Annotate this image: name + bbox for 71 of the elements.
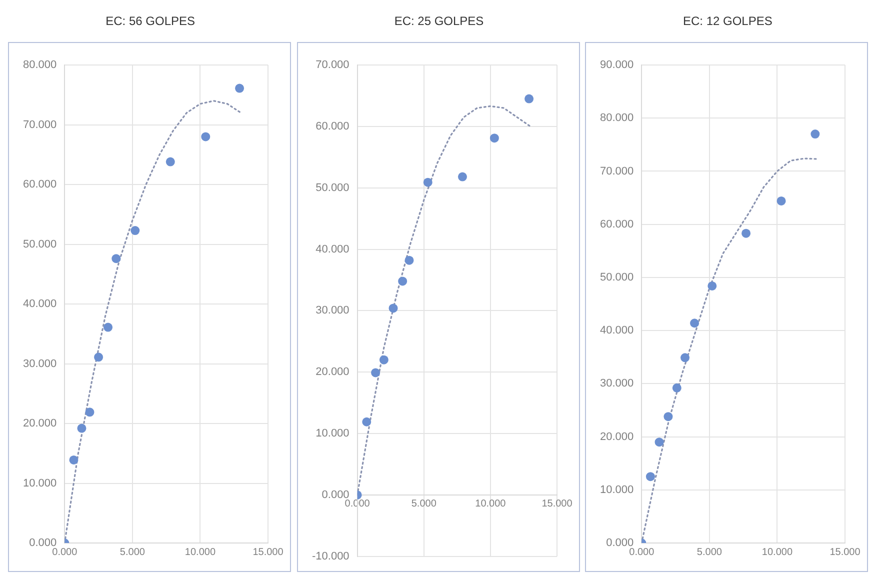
point: [370, 368, 380, 378]
x-tick-label: 0.000: [629, 546, 655, 558]
point: [811, 130, 820, 139]
x-tick-label: 10.000: [762, 546, 794, 558]
y-tick-label: 60.000: [315, 120, 349, 132]
point: [201, 132, 210, 142]
point: [777, 196, 786, 206]
x-tick-label: 10.000: [474, 498, 506, 510]
y-tick-label: 70.000: [315, 59, 349, 72]
point: [166, 157, 175, 166]
chart-title: EC: 56 GOLPES: [104, 13, 196, 30]
y-tick-label: 50.000: [600, 271, 634, 284]
point: [490, 134, 499, 143]
point: [379, 355, 388, 364]
point: [104, 322, 113, 332]
point: [112, 254, 121, 264]
y-tick-label: 20.000: [315, 366, 349, 378]
point: [423, 178, 432, 187]
y-tick-label: 60.000: [600, 218, 634, 230]
point: [404, 256, 414, 265]
y-tick-label: 0.000: [29, 537, 57, 550]
point: [690, 318, 700, 328]
y-tick-label: 40.000: [600, 324, 634, 337]
y-tick-label: 0.000: [606, 537, 634, 550]
y-tick-label: 70.000: [22, 118, 57, 131]
point: [680, 353, 690, 362]
point: [646, 472, 656, 482]
y-tick-label: 50.000: [315, 182, 349, 194]
y-tick-label: 40.000: [22, 298, 57, 310]
y-tick-label: 80.000: [600, 112, 634, 124]
y-tick-label: 80.000: [22, 59, 57, 72]
y-tick-label: 30.000: [315, 304, 349, 317]
y-tick-label: 10.000: [22, 477, 57, 490]
y-tick-label: 40.000: [315, 243, 349, 256]
point: [742, 228, 751, 238]
x-tick-label: 5.000: [120, 546, 146, 558]
y-tick-label: 10.000: [315, 428, 349, 440]
x-tick-label: 10.000: [184, 546, 216, 558]
point: [94, 352, 104, 362]
y-tick-label: 20.000: [22, 418, 57, 430]
y-tick-label: 50.000: [22, 238, 57, 250]
point: [362, 417, 371, 426]
point: [77, 424, 86, 433]
y-tick-label: 20.000: [600, 430, 634, 443]
x-tick-label: 15.000: [830, 546, 862, 558]
chart-title: EC: 12 GOLPES: [682, 13, 774, 30]
x-tick-label: 5.000: [411, 498, 436, 510]
y-tick-label: 60.000: [22, 178, 57, 191]
point: [655, 438, 664, 447]
y-tick-label: 70.000: [600, 165, 634, 178]
point: [69, 455, 78, 464]
point: [130, 226, 140, 236]
y-tick-label: 10.000: [600, 484, 634, 496]
point: [398, 276, 407, 286]
x-tick-label: 5.000: [697, 546, 723, 558]
point: [664, 412, 674, 422]
y-tick-label: -10.000: [312, 550, 349, 562]
point: [235, 84, 244, 93]
point: [388, 304, 398, 313]
x-tick-label: 15.000: [252, 546, 284, 558]
x-tick-label: 15.000: [541, 498, 572, 510]
chart-title: EC: 25 GOLPES: [393, 13, 485, 30]
point: [85, 408, 94, 417]
y-tick-label: 30.000: [600, 378, 634, 390]
y-tick-label: 90.000: [600, 59, 634, 72]
y-tick-label: 30.000: [22, 358, 57, 370]
point: [458, 172, 467, 182]
point: [672, 383, 682, 392]
x-tick-label: 0.000: [52, 546, 78, 558]
point: [524, 94, 534, 104]
point: [708, 281, 717, 290]
